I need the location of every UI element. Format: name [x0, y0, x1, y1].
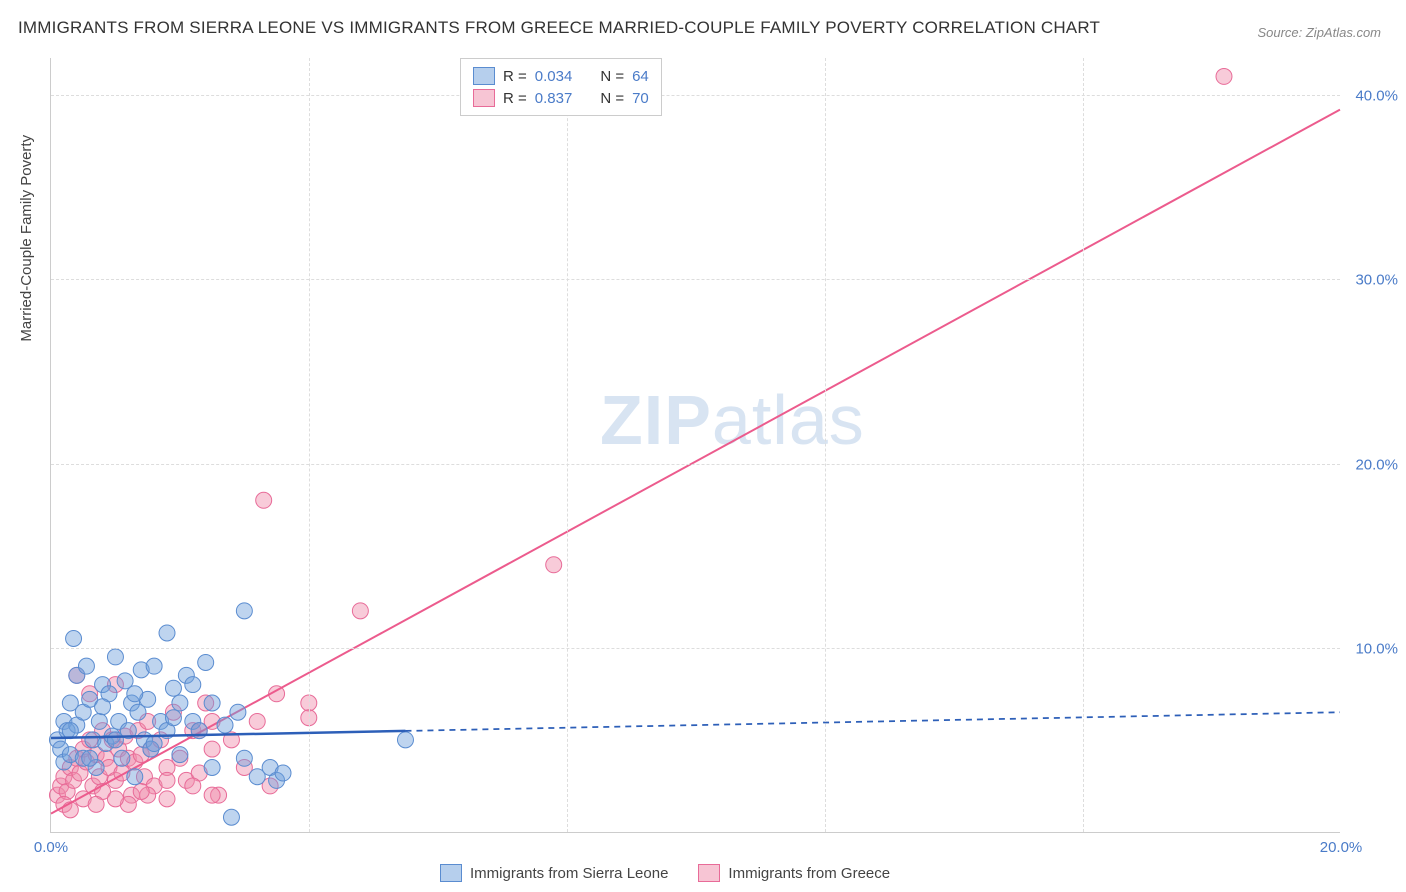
y-tick-label: 20.0% — [1355, 456, 1398, 473]
legend-swatch — [473, 89, 495, 107]
scatter-point — [275, 765, 291, 781]
chart-title: IMMIGRANTS FROM SIERRA LEONE VS IMMIGRAN… — [18, 18, 1100, 38]
plot-svg — [51, 58, 1340, 832]
legend-top-row: R = 0.837 N = 70 — [473, 87, 649, 109]
legend-r-label: R = — [503, 90, 527, 107]
legend-series-label: Immigrants from Sierra Leone — [470, 865, 668, 882]
scatter-point — [198, 654, 214, 670]
scatter-point — [236, 603, 252, 619]
scatter-point — [172, 695, 188, 711]
scatter-point — [66, 631, 82, 647]
scatter-point — [159, 625, 175, 641]
scatter-point — [107, 732, 123, 748]
scatter-point — [172, 747, 188, 763]
legend-series-label: Immigrants from Greece — [728, 865, 890, 882]
legend-bottom-item: Immigrants from Sierra Leone — [440, 864, 668, 882]
scatter-point — [159, 772, 175, 788]
legend-r-label: R = — [503, 68, 527, 85]
scatter-point — [204, 695, 220, 711]
grid-v — [309, 58, 310, 832]
scatter-point — [88, 796, 104, 812]
scatter-point — [204, 760, 220, 776]
legend-swatch — [473, 67, 495, 85]
legend-r-value: 0.034 — [535, 68, 573, 85]
scatter-point — [223, 809, 239, 825]
scatter-point — [204, 741, 220, 757]
scatter-point — [107, 791, 123, 807]
scatter-point — [107, 649, 123, 665]
scatter-point — [352, 603, 368, 619]
scatter-point — [127, 769, 143, 785]
scatter-point — [217, 717, 233, 733]
grid-v — [567, 58, 568, 832]
y-axis-label: Married-Couple Family Poverty — [18, 135, 35, 342]
grid-v — [825, 58, 826, 832]
scatter-point — [204, 787, 220, 803]
legend-n-label: N = — [600, 90, 624, 107]
legend-swatch — [698, 864, 720, 882]
x-tick-label: 20.0% — [1320, 839, 1363, 856]
scatter-point — [236, 750, 252, 766]
scatter-point — [397, 732, 413, 748]
legend-top: R = 0.034 N = 64 R = 0.837 N = 70 — [460, 58, 662, 116]
scatter-point — [546, 557, 562, 573]
y-tick-label: 40.0% — [1355, 87, 1398, 104]
grid-v — [1083, 58, 1084, 832]
scatter-point — [146, 736, 162, 752]
grid-h: 30.0% — [51, 279, 1340, 280]
legend-swatch — [440, 864, 462, 882]
scatter-point — [133, 783, 149, 799]
legend-r-value: 0.837 — [535, 90, 573, 107]
scatter-point — [165, 680, 181, 696]
y-tick-label: 10.0% — [1355, 641, 1398, 658]
scatter-point — [62, 802, 78, 818]
grid-h: 20.0% — [51, 464, 1340, 465]
x-tick-label: 0.0% — [34, 839, 68, 856]
y-tick-label: 30.0% — [1355, 272, 1398, 289]
grid-h: 40.0% — [51, 95, 1340, 96]
scatter-point — [114, 750, 130, 766]
legend-n-value: 70 — [632, 90, 649, 107]
trend-line-dashed — [405, 712, 1340, 731]
scatter-point — [62, 723, 78, 739]
scatter-point — [159, 791, 175, 807]
legend-n-label: N = — [600, 68, 624, 85]
legend-bottom: Immigrants from Sierra Leone Immigrants f… — [440, 864, 890, 882]
scatter-point — [78, 658, 94, 674]
scatter-point — [185, 677, 201, 693]
grid-h: 10.0% — [51, 648, 1340, 649]
source-label: Source: ZipAtlas.com — [1257, 25, 1381, 40]
legend-n-value: 64 — [632, 68, 649, 85]
scatter-point — [95, 699, 111, 715]
scatter-point — [230, 704, 246, 720]
scatter-point — [127, 686, 143, 702]
plot-area: 10.0%20.0%30.0%40.0%0.0%20.0% — [50, 58, 1340, 833]
scatter-point — [256, 492, 272, 508]
scatter-point — [185, 778, 201, 794]
scatter-point — [249, 713, 265, 729]
scatter-point — [146, 658, 162, 674]
scatter-point — [165, 710, 181, 726]
legend-bottom-item: Immigrants from Greece — [698, 864, 890, 882]
scatter-point — [91, 713, 107, 729]
scatter-point — [82, 750, 98, 766]
legend-top-row: R = 0.034 N = 64 — [473, 65, 649, 87]
scatter-point — [1216, 68, 1232, 84]
